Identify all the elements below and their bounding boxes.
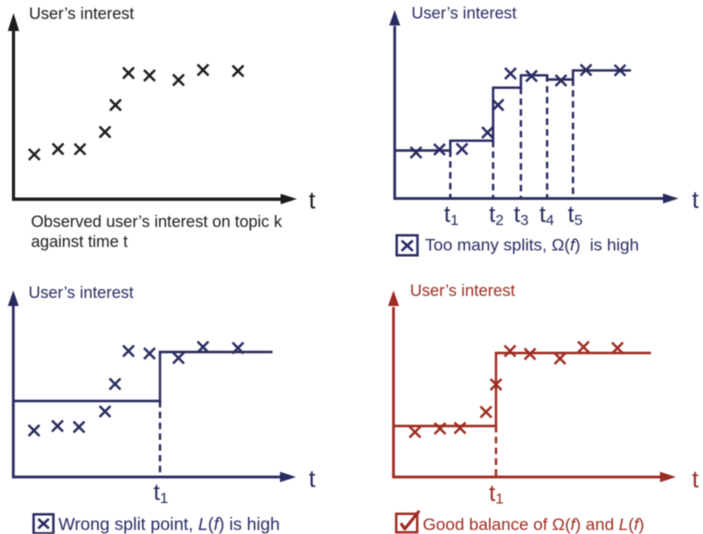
svg-text:t: t	[309, 466, 316, 493]
svg-text:t: t	[309, 188, 316, 215]
svg-text:against time t: against time t	[31, 233, 128, 251]
svg-text:User’s interest: User’s interest	[410, 282, 516, 300]
svg-text:t1: t1	[489, 480, 504, 508]
svg-text:t1: t1	[154, 479, 169, 507]
svg-text:Observed user’s interest on to: Observed user’s interest on topic k	[31, 213, 283, 231]
svg-text:t2: t2	[489, 201, 504, 229]
svg-text:t1: t1	[444, 201, 459, 229]
svg-text:t4: t4	[539, 201, 554, 229]
svg-text:Wrong split point, L(f) is hig: Wrong split point, L(f) is high	[58, 514, 279, 534]
svg-text:t5: t5	[568, 201, 583, 229]
svg-text:t: t	[692, 187, 699, 214]
svg-text:t3: t3	[514, 201, 529, 229]
svg-text:User’s interest: User’s interest	[29, 284, 135, 302]
svg-text:User’s interest: User’s interest	[29, 5, 135, 23]
svg-text:Too many splits, Ω(f) is high: Too many splits, Ω(f) is high	[425, 236, 639, 255]
svg-text:User’s interest: User’s interest	[412, 5, 518, 23]
svg-text:t: t	[692, 467, 699, 494]
svg-text:Good balance of Ω(f) and L(f): Good balance of Ω(f) and L(f)	[423, 515, 645, 534]
